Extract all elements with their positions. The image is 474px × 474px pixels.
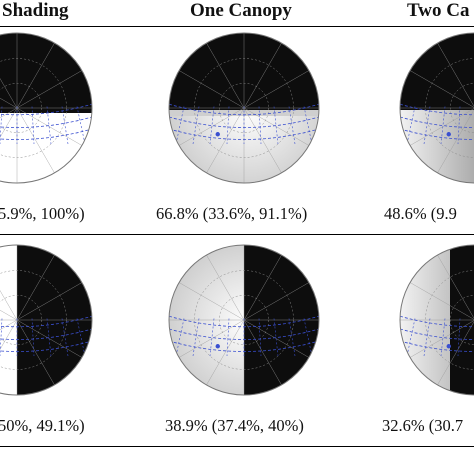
two-canopies-percent-row1: 48.6% (9.9 xyxy=(384,204,457,223)
shading-percent-row2: 50%, 49.1%) xyxy=(0,416,85,435)
sky-mask xyxy=(450,245,474,395)
dome-two-canopies-row1 xyxy=(400,33,474,183)
two-canopies-percent-row2: 32.6% (30.7 xyxy=(382,416,464,435)
dome-shading-row1 xyxy=(0,33,92,183)
table-rule-row1 xyxy=(0,234,474,235)
sky-mask xyxy=(400,33,474,110)
column-header-one-canopy: One Canopy xyxy=(190,0,292,21)
column-header-shading: Shading xyxy=(2,0,69,21)
one-canopy-percent-row1: 66.8% (33.6%, 91.1%) xyxy=(156,204,308,223)
sky-mask xyxy=(0,33,92,113)
sky-mask xyxy=(169,33,319,110)
table-rule-row2 xyxy=(0,446,474,447)
column-header-two-canopies: Two Ca xyxy=(407,0,470,21)
table-rule-top xyxy=(0,26,474,27)
dome-two-canopies-row2 xyxy=(400,245,474,395)
dome-shading-row2 xyxy=(0,245,92,395)
one-canopy-percent-row2: 38.9% (37.4%, 40%) xyxy=(165,416,304,435)
sky-mask xyxy=(244,245,319,395)
shading-percent-row1: 5.9%, 100%) xyxy=(0,204,85,223)
sky-mask xyxy=(17,245,92,395)
